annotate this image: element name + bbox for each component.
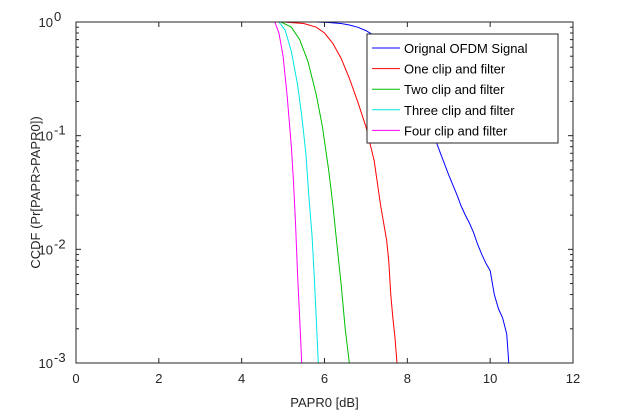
legend: Orignal OFDM Signal One clip and filter Tw… — [366, 33, 559, 144]
y-tick-exponent: -2 — [54, 236, 66, 251]
x-tick-label: 0 — [72, 371, 79, 386]
x-tick-label: 8 — [404, 371, 411, 386]
x-axis-label: PAPR0 [dB] — [290, 395, 358, 410]
series-line-5 — [76, 22, 303, 363]
x-tick-label: 12 — [566, 371, 580, 386]
y-tick-label: 10 — [39, 242, 53, 257]
legend-label: One clip and filter — [404, 62, 506, 77]
legend-label: Four clip and filter — [404, 123, 508, 138]
y-axis-label: CCDF (Pr[PAPR>PAPR0]) — [28, 116, 43, 268]
legend-label: Two clip and filter — [404, 82, 505, 97]
x-tick-label: 4 — [238, 371, 245, 386]
series-line-4 — [76, 22, 319, 363]
y-tick-label: 10 — [39, 356, 53, 371]
legend-box — [366, 33, 559, 144]
series-line-3 — [76, 22, 350, 363]
series-line-2 — [76, 22, 398, 363]
y-tick-label: 10 — [39, 15, 53, 30]
legend-label: Three clip and filter — [404, 103, 515, 118]
plot-frame — [75, 21, 574, 364]
x-tick-label: 6 — [321, 371, 328, 386]
y-tick-label: 10 — [39, 129, 53, 144]
x-tick-label: 2 — [155, 371, 162, 386]
legend-label: Orignal OFDM Signal — [404, 41, 528, 56]
y-tick-exponent: -1 — [54, 123, 66, 138]
y-tick-exponent: 0 — [54, 9, 61, 24]
x-tick-label: 10 — [483, 371, 497, 386]
y-tick-exponent: -3 — [54, 350, 66, 365]
